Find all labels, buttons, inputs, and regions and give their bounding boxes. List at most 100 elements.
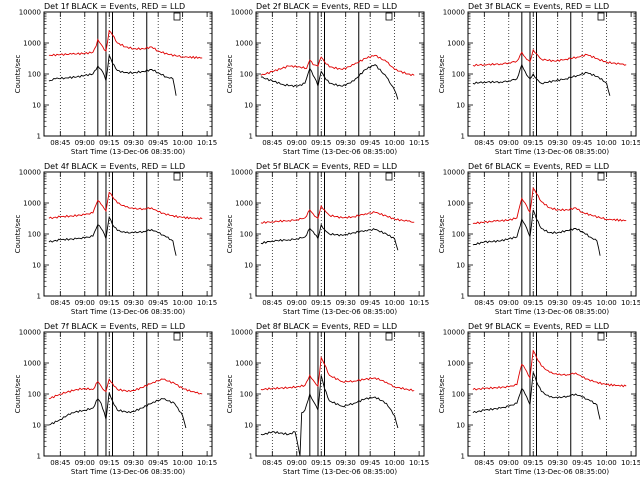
y-tick-label: 1000 <box>23 40 41 48</box>
y-tick-label: 100 <box>28 391 41 399</box>
panel-title: Det 9f BLACK = Events, RED = LLD <box>468 322 609 331</box>
x-tick-label: 09:45 <box>572 459 592 467</box>
x-tick-label: 09:00 <box>499 299 519 307</box>
x-tick-label: 09:00 <box>75 139 95 147</box>
x-axis-label: Start Time (13-Dec-06 08:35:00) <box>283 468 397 476</box>
y-tick-label: 1 <box>461 133 465 141</box>
x-tick-label: 10:00 <box>173 139 193 147</box>
y-tick-label: 1 <box>249 133 253 141</box>
x-tick-label: 08:45 <box>50 139 70 147</box>
y-tick-label: 100 <box>240 71 253 79</box>
plot-frame <box>467 331 637 457</box>
y-tick-label: 10000 <box>231 9 253 17</box>
x-tick-label: 09:00 <box>75 299 95 307</box>
x-tick-label: 09:45 <box>360 459 380 467</box>
x-tick-label: 09:45 <box>360 299 380 307</box>
y-tick-label: 100 <box>240 391 253 399</box>
panel-title: Det 7f BLACK = Events, RED = LLD <box>44 322 185 331</box>
x-tick-label: 09:45 <box>148 299 168 307</box>
plot-frame <box>43 11 213 137</box>
y-tick-label: 10000 <box>443 329 465 337</box>
x-tick-label: 10:15 <box>197 299 217 307</box>
y-tick-label: 1 <box>461 453 465 461</box>
series-events-line <box>472 372 601 420</box>
y-tick-label: 1000 <box>23 360 41 368</box>
series-lld-line <box>260 355 415 392</box>
y-tick-label: 100 <box>28 71 41 79</box>
x-tick-label: 09:00 <box>287 139 307 147</box>
panel-title: Det 2f BLACK = Events, RED = LLD <box>256 2 397 11</box>
x-tick-label: 08:45 <box>474 139 494 147</box>
corner-marker <box>597 12 605 21</box>
series-lld-line <box>260 204 415 224</box>
series-lld-line <box>48 378 203 400</box>
x-tick-label: 09:45 <box>148 139 168 147</box>
corner-marker <box>173 172 181 181</box>
x-tick-label: 09:15 <box>523 139 543 147</box>
corner-marker <box>385 172 393 181</box>
y-tick-label: 10 <box>32 422 41 430</box>
x-axis-label: Start Time (13-Dec-06 08:35:00) <box>71 148 185 156</box>
series-events-line <box>472 63 611 96</box>
x-tick-label: 10:00 <box>597 139 617 147</box>
panel-det-5f: Det 5f BLACK = Events, RED = LLD 1 10 100 10… <box>226 162 429 316</box>
y-tick-label: 1000 <box>447 200 465 208</box>
y-tick-label: 100 <box>28 231 41 239</box>
y-tick-label: 1000 <box>235 360 253 368</box>
x-tick-label: 09:15 <box>311 139 331 147</box>
x-tick-label: 09:30 <box>548 459 568 467</box>
x-tick-label: 09:15 <box>99 139 119 147</box>
y-axis-label: Counts/sec <box>14 215 22 254</box>
plot-frame <box>467 11 637 137</box>
series-events-line <box>48 215 177 256</box>
panel-title: Det 6f BLACK = Events, RED = LLD <box>468 162 609 171</box>
series-lld-line <box>472 48 627 67</box>
y-axis-label: Counts/sec <box>14 375 22 414</box>
panel-title: Det 5f BLACK = Events, RED = LLD <box>256 162 397 171</box>
y-axis-label: Counts/sec <box>226 55 234 94</box>
x-tick-label: 10:00 <box>385 459 405 467</box>
x-tick-label: 09:30 <box>124 299 144 307</box>
y-tick-label: 1 <box>37 453 41 461</box>
y-tick-label: 10000 <box>19 169 41 177</box>
x-tick-label: 10:15 <box>409 459 429 467</box>
x-tick-label: 09:15 <box>99 459 119 467</box>
x-axis-label: Start Time (13-Dec-06 08:35:00) <box>495 308 609 316</box>
y-tick-label: 10000 <box>231 169 253 177</box>
corner-marker <box>597 332 605 341</box>
plot-frame <box>43 171 213 297</box>
x-tick-label: 09:45 <box>572 139 592 147</box>
corner-marker <box>173 332 181 341</box>
y-tick-label: 1 <box>249 293 253 301</box>
panel-title: Det 1f BLACK = Events, RED = LLD <box>44 2 185 11</box>
y-tick-label: 100 <box>452 231 465 239</box>
x-tick-label: 09:30 <box>336 299 356 307</box>
series-events-line <box>472 209 601 256</box>
plot-frame <box>255 331 425 457</box>
series-lld-line <box>472 187 627 225</box>
x-axis-label: Start Time (13-Dec-06 08:35:00) <box>283 308 397 316</box>
panel-det-2f: Det 2f BLACK = Events, RED = LLD 1 10 100 10… <box>226 2 429 156</box>
y-tick-label: 10 <box>244 102 253 110</box>
x-tick-label: 09:15 <box>311 459 331 467</box>
y-tick-label: 100 <box>452 71 465 79</box>
y-tick-label: 10000 <box>19 9 41 17</box>
y-tick-label: 1 <box>37 293 41 301</box>
y-tick-label: 1 <box>461 293 465 301</box>
y-axis-label: Counts/sec <box>14 55 22 94</box>
y-tick-label: 100 <box>452 391 465 399</box>
x-tick-label: 08:45 <box>50 299 70 307</box>
x-tick-label: 09:30 <box>124 139 144 147</box>
y-tick-label: 10000 <box>231 329 253 337</box>
panel-det-8f: Det 8f BLACK = Events, RED = LLD 1 10 100 10… <box>226 322 429 476</box>
x-tick-label: 09:15 <box>523 299 543 307</box>
y-tick-label: 10 <box>244 262 253 270</box>
series-events-line <box>260 223 399 251</box>
corner-marker <box>173 12 181 21</box>
y-tick-label: 10 <box>456 262 465 270</box>
series-events-line <box>260 375 399 457</box>
x-tick-label: 10:00 <box>385 299 405 307</box>
series-lld-line <box>48 191 203 221</box>
x-tick-label: 10:00 <box>173 299 193 307</box>
y-tick-label: 10 <box>456 102 465 110</box>
